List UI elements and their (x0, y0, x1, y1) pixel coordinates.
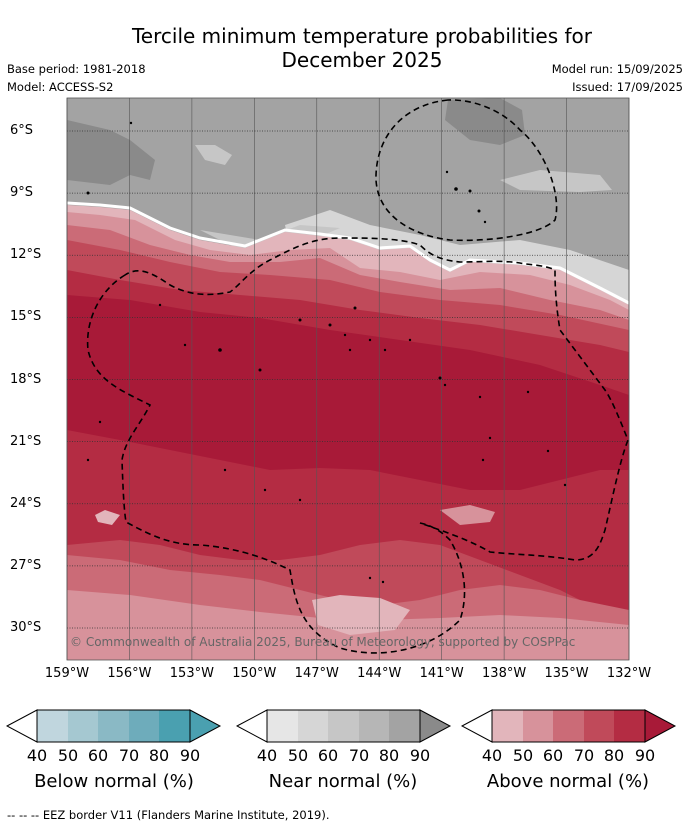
longitude-label: 141°W (419, 666, 464, 681)
meta-right: Model run: 15/09/2025 Issued: 17/09/2025 (552, 60, 683, 96)
tick-below-80: 80 (148, 746, 170, 765)
colorbar-near-swatch-40 (267, 710, 298, 742)
latitude-label: 30°S (10, 620, 42, 635)
tick-below-50: 50 (57, 746, 79, 765)
eez-border-french-polynesia (86, 237, 629, 654)
near-normal-60-patch-small (195, 145, 232, 165)
eez-border-marquesas (375, 99, 558, 242)
colorbar-above-normal (461, 709, 677, 743)
longitude-label: 150°W (232, 666, 277, 681)
colorbar-below-extend-low (6, 709, 38, 743)
near-normal-80-patch-west (67, 98, 155, 185)
tick-below-60: 60 (87, 746, 109, 765)
latitude-label: 12°S (10, 247, 42, 263)
probability-field (67, 98, 629, 660)
tick-near-90: 90 (409, 746, 431, 765)
copyright-text: © Commonwealth of Australia 2025, Bureau… (70, 635, 575, 649)
legend-below-title: Below normal (%) (34, 771, 194, 792)
map-frame (66, 97, 630, 661)
graticule (66, 98, 630, 660)
latitude-label: 6°S (10, 123, 34, 138)
title-line-2: December 2025 (281, 48, 443, 72)
colorbar-near-normal (236, 709, 452, 743)
tick-near-60: 60 (317, 746, 339, 765)
longitude-label: 135°W (544, 666, 589, 681)
longitude-label: 156°W (107, 666, 152, 681)
colorbar-near-extend-high (419, 709, 452, 743)
tick-below-40: 40 (26, 746, 48, 765)
above-normal-50-patch (440, 505, 495, 525)
meta-left: Base period: 1981-2018 Model: ACCESS-S2 (7, 60, 146, 96)
map-title: Tercile minimum temperature probabilitie… (0, 24, 690, 72)
eez-borders (86, 99, 629, 654)
colorbar-above-swatch-40 (492, 710, 523, 742)
title-line-1: Tercile minimum temperature probabilitie… (131, 24, 593, 48)
latitude-label: 27°S (10, 557, 42, 573)
colorbar-near-extend-low (236, 709, 268, 743)
above-normal-40-patch (95, 510, 120, 525)
near-normal-80-patch-east (445, 98, 525, 145)
colorbar-near-swatch-60 (328, 710, 359, 742)
longitude-label: 144°W (357, 666, 402, 681)
tick-below-90: 90 (179, 746, 201, 765)
colorbar-below-swatch-60 (98, 710, 129, 742)
tick-near-70: 70 (348, 746, 370, 765)
colorbar-below-swatch-80 (159, 710, 190, 742)
colorbar-below-extend-high (189, 709, 222, 743)
colorbar-above-swatch-60 (553, 710, 584, 742)
colorbar-below-normal (6, 709, 222, 743)
colorbar-below-swatch-40 (37, 710, 68, 742)
tick-above-80: 80 (603, 746, 625, 765)
latitude-label: 15°S (10, 309, 42, 325)
islands (86, 121, 567, 584)
tick-below-70: 70 (118, 746, 140, 765)
latitude-label: 9°S (10, 185, 34, 201)
longitude-label: 159°W (44, 666, 90, 681)
colorbar-near-swatch-70 (359, 710, 389, 742)
tick-near-80: 80 (378, 746, 400, 765)
latitude-label: 18°S (10, 371, 42, 387)
tick-above-70: 70 (573, 746, 595, 765)
legend-above-title: Above normal (%) (486, 771, 650, 792)
colorbar-above-swatch-50 (523, 710, 553, 742)
tick-near-50: 50 (287, 746, 309, 765)
colorbar-below-swatch-70 (129, 710, 159, 742)
issued-date: Issued: 17/09/2025 (572, 80, 683, 94)
near-normal-60-patch-east (500, 170, 612, 192)
colorbar-near-swatch-50 (298, 710, 328, 742)
colorbar-above-swatch-70 (584, 710, 614, 742)
base-period: Base period: 1981-2018 (7, 62, 146, 76)
longitude-label: 138°W (482, 666, 527, 681)
tick-above-40: 40 (481, 746, 503, 765)
above-normal-40-patch-south (312, 595, 410, 635)
model-run: Model run: 15/09/2025 (551, 62, 683, 76)
longitude-label: 132°W (606, 666, 652, 681)
above-normal-90-region (67, 295, 629, 490)
model-name: Model: ACCESS-S2 (7, 80, 114, 94)
latitude-label: 21°S (10, 433, 42, 449)
longitude-label: 153°W (169, 666, 214, 681)
colorbar-above-extend-high (644, 709, 677, 743)
latitude-label: 24°S (10, 495, 42, 511)
colorbar-above-extend-low (461, 709, 493, 743)
tick-above-50: 50 (512, 746, 534, 765)
colorbar-above-swatch-80 (614, 710, 645, 742)
tick-above-90: 90 (634, 746, 656, 765)
legend-near-title: Near normal (%) (268, 771, 418, 792)
colorbar-below-swatch-50 (68, 710, 98, 742)
tick-above-60: 60 (542, 746, 564, 765)
tick-near-40: 40 (256, 746, 278, 765)
eez-footnote: -- -- -- EEZ border V11 (Flanders Marine… (7, 808, 330, 822)
longitude-label: 147°W (294, 666, 339, 681)
colorbar-near-swatch-80 (389, 710, 420, 742)
